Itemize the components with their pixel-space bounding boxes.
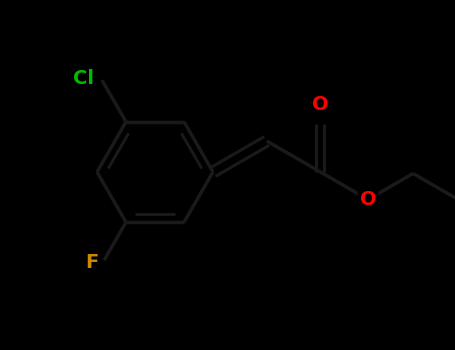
Text: O: O	[360, 190, 376, 209]
Text: O: O	[312, 95, 329, 114]
Text: F: F	[86, 253, 99, 272]
Text: Cl: Cl	[73, 69, 94, 88]
